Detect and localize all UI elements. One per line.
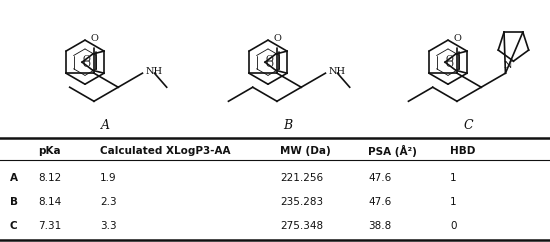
Text: O: O xyxy=(266,60,274,69)
Text: O: O xyxy=(83,60,91,69)
Text: O: O xyxy=(273,34,281,43)
Text: 8.12: 8.12 xyxy=(38,173,61,183)
Text: C: C xyxy=(10,221,18,231)
Text: 47.6: 47.6 xyxy=(368,197,391,207)
Text: 2.3: 2.3 xyxy=(100,197,117,207)
Text: O: O xyxy=(266,55,274,64)
Text: NH: NH xyxy=(328,67,345,76)
Text: 1: 1 xyxy=(450,173,456,183)
Text: PSA (Å²): PSA (Å²) xyxy=(368,144,417,157)
Text: NH: NH xyxy=(145,67,163,76)
Text: O: O xyxy=(446,60,454,69)
Text: pKa: pKa xyxy=(38,146,60,156)
Text: MW (Da): MW (Da) xyxy=(280,146,331,156)
Text: 1: 1 xyxy=(450,197,456,207)
Text: 3.3: 3.3 xyxy=(100,221,117,231)
Text: 235.283: 235.283 xyxy=(280,197,323,207)
Text: Calculated XLogP3-AA: Calculated XLogP3-AA xyxy=(100,146,230,156)
Text: A: A xyxy=(10,173,18,183)
Text: 8.14: 8.14 xyxy=(38,197,61,207)
Text: HBD: HBD xyxy=(450,146,475,156)
Text: O: O xyxy=(83,55,91,64)
Text: 7.31: 7.31 xyxy=(38,221,61,231)
Text: 47.6: 47.6 xyxy=(368,173,391,183)
Text: B: B xyxy=(283,119,293,132)
Text: O: O xyxy=(90,34,98,43)
Text: C: C xyxy=(463,119,473,132)
Text: B: B xyxy=(10,197,18,207)
Text: 38.8: 38.8 xyxy=(368,221,391,231)
Text: N: N xyxy=(503,61,512,70)
Text: 221.256: 221.256 xyxy=(280,173,323,183)
Text: 0: 0 xyxy=(450,221,456,231)
Text: O: O xyxy=(453,34,461,43)
Text: 275.348: 275.348 xyxy=(280,221,323,231)
Text: O: O xyxy=(446,55,454,64)
Text: A: A xyxy=(101,119,109,132)
Text: 1.9: 1.9 xyxy=(100,173,117,183)
